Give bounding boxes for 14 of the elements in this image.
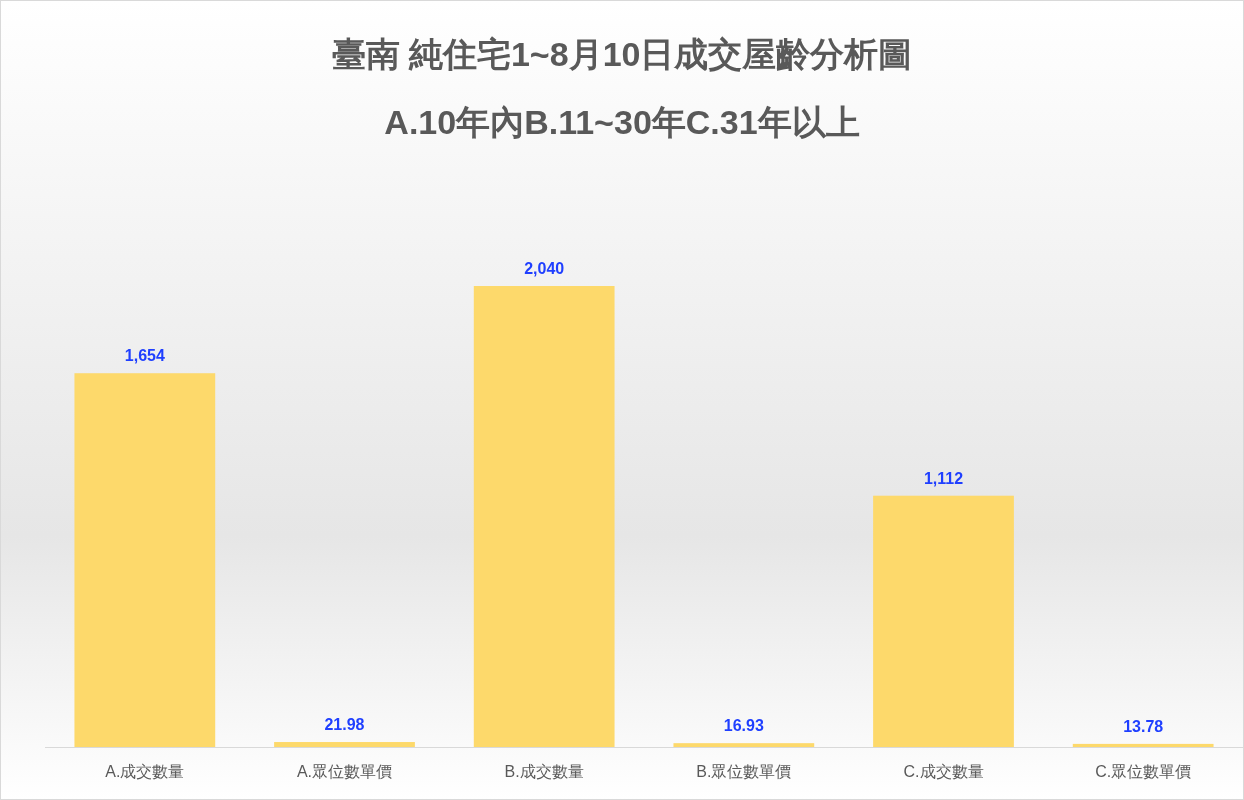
data-label: 2,040	[524, 260, 565, 277]
x-tick-label: A.眾位數單價	[296, 763, 393, 780]
data-label: 16.93	[723, 717, 764, 735]
data-label: 1,112	[923, 469, 964, 487]
x-tick-label: A.成交數量	[105, 763, 185, 780]
x-tick-label: B.成交數量	[504, 763, 584, 780]
x-tick-label: C.成交數量	[903, 763, 984, 780]
chart-title: 臺南 純住宅1~8月10日成交屋齡分析圖	[331, 35, 913, 73]
data-label: 13.78	[1123, 717, 1164, 735]
x-tick-label: C.眾位數單價	[1095, 763, 1192, 780]
chart-subtitle: A.10年內B.11~30年C.31年以上	[384, 103, 860, 141]
x-tick-label: B.眾位數單價	[696, 763, 792, 780]
data-label: 1,654	[124, 347, 165, 365]
data-label: 21.98	[324, 716, 365, 734]
